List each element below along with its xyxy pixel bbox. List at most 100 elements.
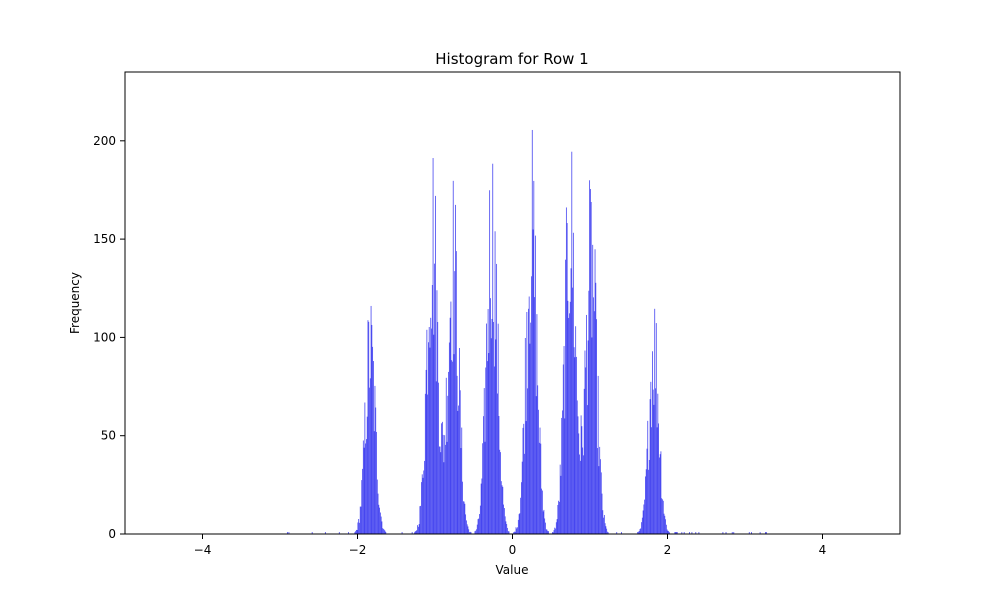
histogram-bar	[576, 400, 578, 534]
histogram-bar	[288, 532, 290, 534]
histogram-bar	[562, 364, 564, 534]
histogram-bar	[517, 527, 518, 534]
histogram-bar	[439, 446, 441, 534]
y-tick-label: 200	[93, 134, 116, 148]
histogram-bar	[581, 426, 583, 534]
histogram-bar	[457, 410, 459, 534]
histogram-bar	[532, 229, 534, 534]
histogram-bar	[445, 444, 446, 534]
histogram-bar	[644, 499, 646, 534]
histogram-bar	[444, 435, 446, 534]
histogram-bar	[541, 488, 542, 534]
histogram-bar	[355, 531, 356, 534]
histogram-bar	[521, 482, 522, 534]
histogram-bar	[658, 457, 660, 534]
histogram-bar	[667, 530, 669, 534]
histogram-bar	[367, 320, 369, 534]
histogram-bar	[590, 201, 592, 535]
histogram-bar	[648, 459, 650, 534]
histogram-bar	[449, 317, 451, 534]
histogram-bar	[759, 532, 761, 534]
histogram-bar	[524, 453, 525, 534]
histogram-bar	[544, 518, 546, 534]
histogram-bar	[652, 351, 653, 534]
histogram-bar	[652, 389, 654, 534]
histogram-bar	[647, 420, 649, 534]
histogram-bar	[540, 443, 542, 534]
histogram-bar	[373, 361, 374, 534]
histogram-bar	[603, 517, 604, 534]
histogram-bar	[431, 284, 433, 534]
histogram-bar	[502, 486, 504, 534]
histogram-bar	[520, 497, 522, 534]
histogram-bar	[484, 441, 486, 534]
histogram-bar	[545, 529, 547, 534]
histogram-bar	[417, 525, 418, 534]
histogram-bar	[462, 501, 464, 534]
histogram-bar	[601, 493, 603, 534]
histogram-bar	[661, 498, 663, 534]
histogram-bar	[429, 347, 431, 534]
histogram-bar	[324, 532, 326, 534]
histogram-bar	[765, 532, 767, 534]
histogram-bar	[517, 519, 519, 534]
histogram-bar	[621, 532, 622, 534]
histogram-bar	[569, 301, 571, 534]
histogram-bar	[438, 382, 439, 534]
histogram-bar	[597, 375, 599, 534]
y-tick-label: 150	[93, 232, 116, 246]
histogram-bar	[639, 529, 641, 534]
histogram-bar	[519, 513, 521, 534]
histogram-bar	[459, 390, 461, 534]
histogram-bar	[376, 431, 377, 534]
histogram-bar	[689, 532, 690, 534]
histogram-bar	[464, 503, 466, 534]
histogram-bar	[513, 532, 515, 534]
histogram-bar	[591, 337, 593, 534]
histogram-bar	[695, 532, 697, 534]
histogram-bar	[478, 518, 480, 534]
histogram-bar	[501, 485, 503, 534]
histogram-bar	[348, 532, 349, 534]
histogram-bar	[653, 404, 655, 534]
histogram-bar	[579, 454, 580, 534]
histogram-bar	[494, 231, 496, 535]
histogram-bar	[641, 522, 642, 534]
x-tick-label: 0	[509, 543, 517, 557]
histogram-bar	[442, 434, 444, 534]
histogram-bar	[492, 163, 494, 534]
histogram-bar	[480, 483, 482, 534]
histogram-bar	[485, 367, 487, 534]
histogram-bar	[645, 476, 646, 534]
histogram-bar	[431, 328, 432, 534]
histogram-bar	[428, 327, 430, 534]
histogram-bar	[358, 519, 360, 534]
histogram-bar	[503, 508, 505, 534]
histogram-bar	[642, 510, 644, 534]
histogram-bar	[578, 433, 580, 534]
histogram-bar	[383, 528, 384, 534]
histogram-bar	[553, 530, 555, 534]
histogram-bar	[422, 477, 424, 534]
histogram-bar	[616, 532, 618, 534]
histogram-bar	[691, 532, 693, 534]
histogram-bar	[592, 244, 594, 535]
histogram-bar	[658, 423, 659, 534]
histogram-bar	[384, 530, 386, 534]
histogram-bar	[557, 504, 559, 534]
histogram-bar	[381, 521, 383, 534]
histogram-bar	[567, 300, 569, 534]
histogram-bar	[663, 513, 665, 534]
histogram-bar	[436, 290, 438, 534]
histogram-bar	[382, 528, 384, 534]
histogram-bar	[495, 339, 497, 534]
histogram-bar	[571, 151, 573, 534]
histogram-bar	[586, 314, 587, 534]
histogram-bar	[676, 532, 677, 534]
y-tick-label: 100	[93, 330, 116, 344]
histogram-bar	[458, 405, 460, 534]
histogram-bar	[360, 506, 362, 534]
histogram-bar	[365, 443, 367, 534]
histogram-bar	[651, 427, 653, 534]
histogram-bar	[369, 378, 371, 534]
